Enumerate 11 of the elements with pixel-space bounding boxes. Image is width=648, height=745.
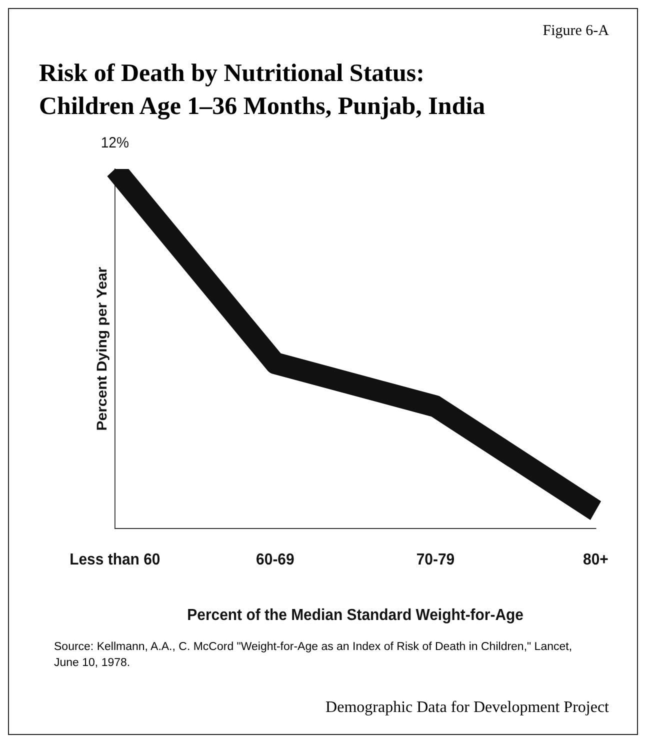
caption: Figure 6-A <box>542 23 609 40</box>
chart-title: Risk of Death by Nutritional Status: Children Age 1–36 Months, Punjab, India <box>39 59 486 122</box>
text: Demographic Data for Development Project <box>326 699 609 717</box>
x-tick-label: 60-69 <box>256 551 295 569</box>
annotation: 12% <box>100 135 130 152</box>
x-tick-label: 70-79 <box>416 551 455 569</box>
x-tick-label: Less than 60 <box>70 551 160 569</box>
source-note: Source: Kellmann, A.A., C. McCord "Weight-for-Age as an Index of Risk of Death in Children," Lancet, June 10, 1978. <box>54 640 574 671</box>
x-tick-label: 80+ <box>583 551 608 569</box>
y-axis-title: Percent Dying per Year <box>95 266 110 431</box>
x-axis-title: Percent of the Median Standard Weight-for-Age <box>187 606 524 624</box>
